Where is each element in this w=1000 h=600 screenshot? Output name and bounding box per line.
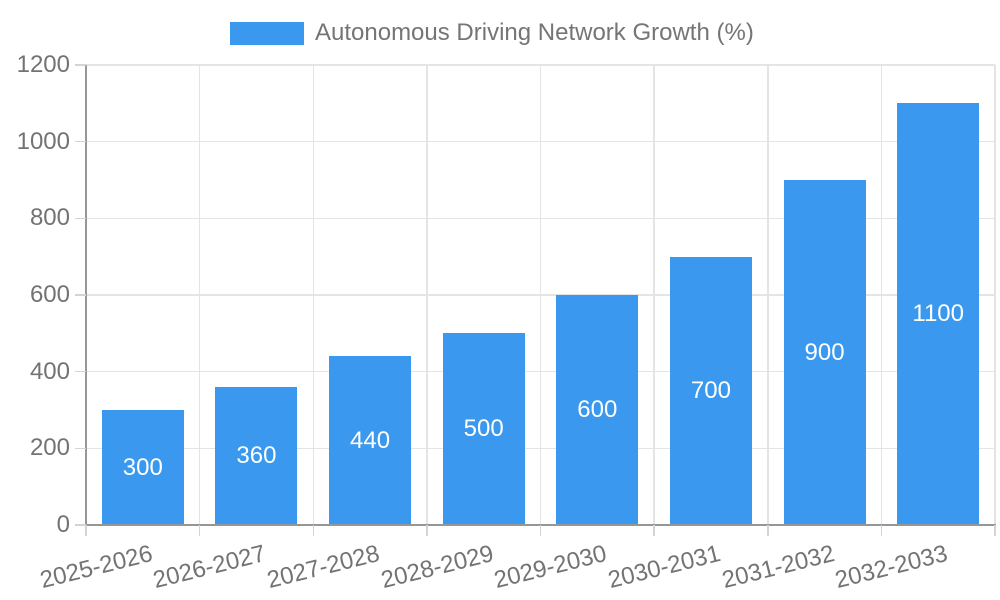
y-axis-tick — [75, 294, 86, 296]
bar: 900 — [783, 180, 866, 525]
gridline-vertical — [767, 65, 769, 525]
bar-value-label: 700 — [690, 376, 731, 404]
bar: 600 — [556, 295, 639, 525]
bar-value-label: 1100 — [912, 300, 964, 328]
bar: 500 — [442, 333, 525, 525]
y-axis-tick — [75, 447, 86, 450]
x-axis-tick — [767, 525, 769, 536]
gridline-vertical — [312, 65, 314, 525]
x-axis-tick — [880, 525, 883, 536]
gridlines — [85, 64, 996, 526]
plot-area: 300 360 440 500 600 700 900 1100 — [85, 64, 996, 526]
y-axis-tick — [75, 217, 86, 220]
x-axis-tick — [653, 525, 655, 536]
bar-value-label: 600 — [577, 396, 618, 423]
gridline-vertical — [994, 65, 996, 525]
y-axis-tick — [75, 524, 86, 526]
x-axis-tick — [85, 525, 87, 536]
gridline-vertical — [539, 65, 542, 525]
bar: 300 — [101, 410, 184, 525]
gridline-vertical — [880, 65, 883, 525]
y-axis-tick — [75, 64, 86, 66]
bar: 700 — [669, 256, 752, 525]
legend[interactable]: Autonomous Driving Network Growth (%) — [230, 19, 754, 47]
bar: 440 — [329, 356, 412, 525]
bar: 1100 — [897, 103, 980, 525]
legend-label: Autonomous Driving Network Growth (%) — [315, 19, 754, 46]
legend-swatch — [230, 21, 304, 45]
bar-value-label: 300 — [122, 453, 163, 481]
x-axis-tick — [312, 525, 314, 536]
y-axis-tick-label: 800 — [29, 204, 70, 232]
y-axis-tick-label: 1200 — [16, 51, 70, 78]
bar-value-label: 360 — [236, 442, 277, 469]
x-axis-tick — [426, 525, 428, 536]
x-axis-tick — [198, 525, 201, 536]
x-axis-tick — [994, 525, 996, 536]
bar: 360 — [215, 387, 298, 525]
gridline-vertical — [198, 65, 201, 525]
gridline-vertical — [426, 65, 428, 525]
gridline-vertical — [653, 65, 655, 525]
y-axis-tick-label: 600 — [29, 281, 70, 308]
y-axis-tick-label: 0 — [56, 511, 70, 538]
y-axis-line — [85, 65, 87, 525]
y-axis-tick-label: 400 — [29, 357, 70, 385]
bar-value-label: 500 — [463, 415, 504, 443]
y-axis-tick-label: 200 — [29, 434, 70, 462]
bar-value-label: 900 — [804, 338, 845, 366]
y-axis-tick-label: 1000 — [16, 127, 70, 155]
x-axis-tick — [539, 525, 542, 536]
y-axis-tick — [75, 370, 86, 373]
y-axis-tick — [75, 140, 86, 143]
bar-value-label: 440 — [350, 426, 391, 454]
